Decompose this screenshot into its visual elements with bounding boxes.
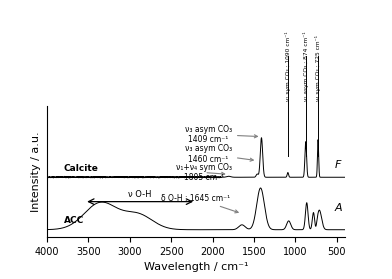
Text: ν₂ asym CO₃ ; 874 cm⁻¹: ν₂ asym CO₃ ; 874 cm⁻¹ [303,31,309,100]
Text: ν O-H: ν O-H [129,190,152,199]
Text: ν₁+ν₄ sym CO₃
1805 cm⁻¹: ν₁+ν₄ sym CO₃ 1805 cm⁻¹ [176,163,232,182]
Text: ACC: ACC [64,216,84,225]
X-axis label: Wavelength / cm⁻¹: Wavelength / cm⁻¹ [144,263,248,272]
Text: A: A [334,203,342,213]
Text: ν₄ sym CO₃ ; 725 cm⁻¹: ν₄ sym CO₃ ; 725 cm⁻¹ [315,35,321,100]
Text: ν₃ asym CO₃
1409 cm⁻¹: ν₃ asym CO₃ 1409 cm⁻¹ [185,125,258,144]
Y-axis label: Intensity / a.u.: Intensity / a.u. [31,131,42,212]
Text: ν₁ sym CO₃ ; 1090 cm⁻¹: ν₁ sym CO₃ ; 1090 cm⁻¹ [285,31,291,100]
Text: ν₃ asym CO₃
1460 cm⁻¹: ν₃ asym CO₃ 1460 cm⁻¹ [185,144,253,164]
Text: Calcite: Calcite [64,164,98,173]
Text: F: F [335,160,341,170]
Text: δ O-H ; 1645 cm⁻¹: δ O-H ; 1645 cm⁻¹ [162,194,238,213]
